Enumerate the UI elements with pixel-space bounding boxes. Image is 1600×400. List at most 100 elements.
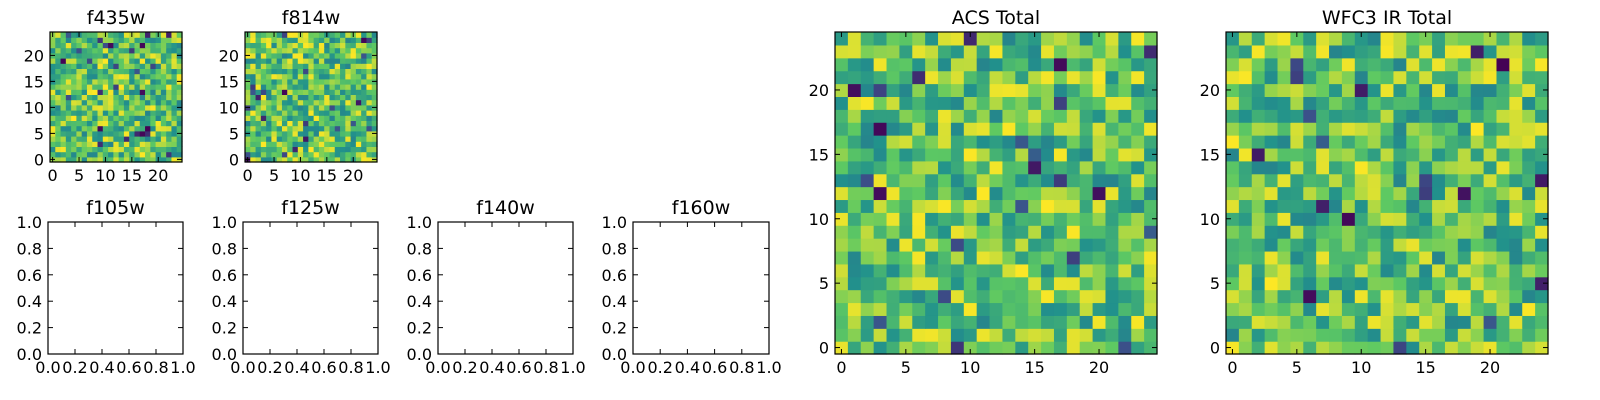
heatmap-cell (129, 84, 135, 90)
heatmap-cell (1226, 328, 1239, 341)
heatmap-cell (329, 84, 335, 90)
heatmap-cell (925, 328, 938, 341)
heatmap-cell (287, 58, 293, 64)
heatmap-cell (1028, 135, 1041, 148)
heatmap-cell (1484, 45, 1497, 58)
heatmap-cell (287, 48, 293, 54)
heatmap-cell (887, 174, 900, 187)
heatmap-cell (887, 187, 900, 200)
heatmap-cell (1368, 122, 1381, 135)
heatmap-cell (1093, 315, 1106, 328)
heatmap-cell (98, 126, 104, 132)
heatmap-cell (92, 84, 98, 90)
heatmap-cell (303, 141, 309, 147)
heatmap-cell (113, 89, 119, 95)
heatmap-cell (87, 79, 93, 85)
heatmap-cell (1118, 109, 1131, 122)
heatmap-cells-acs-total (835, 32, 1158, 355)
heatmap-cell (113, 131, 119, 137)
heatmap-cell (1329, 148, 1342, 161)
heatmap-cell (55, 58, 61, 64)
heatmap-cell (256, 68, 262, 74)
heatmap-cell (71, 105, 77, 111)
heatmap-cell (287, 141, 293, 147)
heatmap-cell (1419, 277, 1432, 290)
heatmap-cell (134, 141, 140, 147)
heatmap-cell (990, 174, 1003, 187)
heatmap-cell (1015, 71, 1028, 84)
y-tick-label: 20 (219, 46, 239, 65)
heatmap-cell (1118, 45, 1131, 58)
heatmap-cell (1393, 264, 1406, 277)
heatmap-cell (245, 58, 251, 64)
heatmap-cell (361, 53, 367, 59)
heatmap-cell (1522, 238, 1535, 251)
heatmap-cell (1471, 84, 1484, 97)
heatmap-cell (1316, 225, 1329, 238)
x-tick-label: 1.0 (560, 358, 585, 377)
heatmap-cell (319, 68, 325, 74)
heatmap-cell (166, 42, 172, 48)
heatmap-cell (1406, 84, 1419, 97)
heatmap-cell (351, 63, 357, 69)
x-tick-label: 10 (290, 166, 310, 185)
heatmap-cell (55, 100, 61, 106)
heatmap-cell (938, 58, 951, 71)
heatmap-cell (1329, 109, 1342, 122)
heatmap-cell (1252, 122, 1265, 135)
heatmap-cell (108, 136, 114, 142)
heatmap-cell (129, 100, 135, 106)
heatmap-cell (319, 94, 325, 100)
heatmap-cell (303, 110, 309, 116)
heatmap-cell (82, 63, 88, 69)
heatmap-cell (87, 152, 93, 158)
heatmap-cell (261, 120, 267, 126)
heatmap-cell (1290, 199, 1303, 212)
heatmap-cell (1303, 187, 1316, 200)
heatmap-cell (887, 277, 900, 290)
heatmap-cell (1067, 199, 1080, 212)
heatmap-cell (1028, 328, 1041, 341)
heatmap-cell (293, 131, 299, 137)
heatmap-cell (113, 94, 119, 100)
heatmap-cell (1054, 174, 1067, 187)
heatmap-cell (925, 251, 938, 264)
heatmap-cell (156, 105, 162, 111)
heatmap-cell (366, 84, 372, 90)
heatmap-cell (245, 42, 251, 48)
heatmap-cell (277, 120, 283, 126)
heatmap-cell (361, 136, 367, 142)
heatmap-cell (1290, 84, 1303, 97)
heatmap-cell (298, 126, 304, 132)
heatmap-cell (1342, 302, 1355, 315)
heatmap-cell (171, 126, 177, 132)
heatmap-cell (298, 136, 304, 142)
y-tick-label: 1.0 (212, 213, 237, 232)
heatmap-cell (335, 79, 341, 85)
heatmap-cell (912, 122, 925, 135)
heatmap-cell (1067, 251, 1080, 264)
heatmap-cell (245, 74, 251, 80)
heatmap-cell (1290, 135, 1303, 148)
heatmap-cell (1028, 161, 1041, 174)
heatmap-cell (1144, 174, 1157, 187)
heatmap-cell (1355, 96, 1368, 109)
heatmap-cell (50, 115, 56, 121)
heatmap-cell (303, 58, 309, 64)
y-tick-label: 20 (24, 46, 44, 65)
heatmap-cell (287, 131, 293, 137)
heatmap-cell (1496, 122, 1509, 135)
heatmap-cell (1252, 161, 1265, 174)
heatmap-cell (335, 84, 341, 90)
heatmap-cell (256, 42, 262, 48)
heatmap-cell (293, 42, 299, 48)
heatmap-cell (98, 110, 104, 116)
heatmap-cell (1290, 315, 1303, 328)
heatmap-cell (298, 48, 304, 54)
heatmap-cell (103, 68, 109, 74)
heatmap-cell (266, 37, 272, 43)
heatmap-cell (1028, 45, 1041, 58)
heatmap-cell (1028, 109, 1041, 122)
heatmap-cell (1471, 122, 1484, 135)
heatmap-cell (82, 53, 88, 59)
